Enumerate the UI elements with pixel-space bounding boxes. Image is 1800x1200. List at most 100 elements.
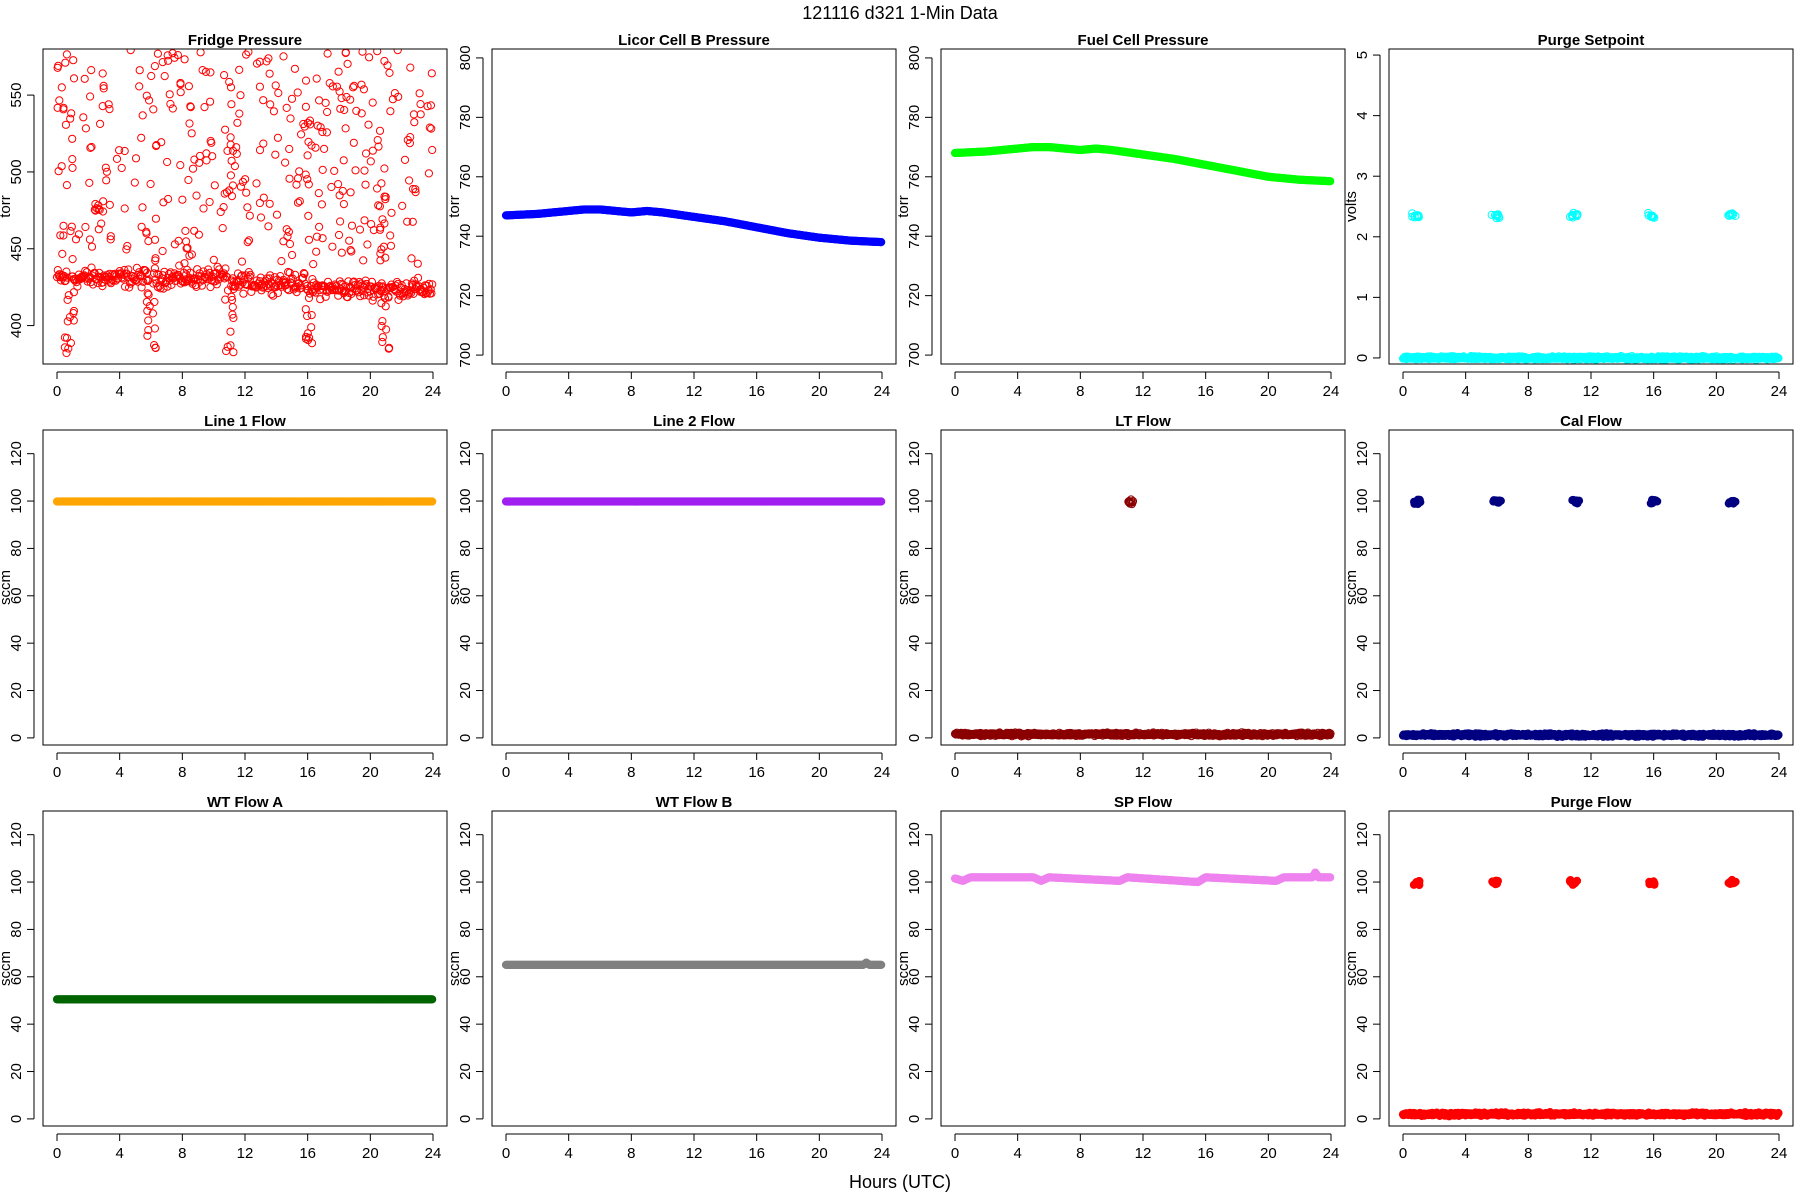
x-tick-label: 12 — [1135, 383, 1152, 400]
data-point — [427, 289, 436, 298]
data-point — [345, 236, 354, 245]
data-point — [378, 215, 387, 224]
data-point — [144, 290, 153, 299]
data-point — [264, 279, 273, 288]
y-axis-label: sccm — [0, 570, 14, 605]
x-tick-label: 12 — [1135, 764, 1152, 781]
data-point — [97, 219, 106, 228]
data-point — [408, 184, 418, 194]
data-point — [99, 84, 108, 93]
data-point — [149, 105, 158, 114]
y-tick-label: 800 — [457, 45, 474, 70]
data-point — [53, 103, 62, 112]
x-tick-label: 8 — [1076, 383, 1084, 400]
data-point — [255, 198, 264, 208]
y-axis-label: sccm — [446, 570, 463, 605]
data-point — [151, 254, 160, 263]
data-point — [238, 177, 247, 186]
data-point — [361, 276, 370, 285]
data-point — [239, 289, 248, 298]
data-point — [365, 53, 374, 62]
y-tick-label: 100 — [906, 489, 923, 514]
data-point — [301, 170, 310, 179]
x-tick-label: 24 — [425, 383, 442, 400]
data-point — [176, 161, 185, 170]
data-point — [301, 102, 310, 111]
data-point — [160, 72, 169, 81]
data-point — [95, 268, 104, 277]
x-tick-label: 0 — [53, 764, 61, 781]
data-point — [180, 55, 189, 64]
data-point — [303, 151, 312, 160]
data-point — [377, 299, 386, 308]
data-point — [172, 273, 181, 282]
data-point — [415, 89, 424, 98]
y-tick-label: 100 — [8, 489, 25, 514]
data-point — [120, 204, 129, 213]
data-point — [252, 179, 261, 188]
data-point — [202, 149, 211, 158]
x-tick-label: 8 — [178, 383, 186, 400]
y-tick-label: 80 — [457, 540, 474, 557]
data-point — [273, 133, 282, 142]
data-point — [199, 204, 208, 213]
data-point — [138, 203, 147, 212]
data-point — [56, 231, 65, 240]
panel-title: Purge Setpoint — [1538, 32, 1645, 49]
data-point — [86, 92, 95, 101]
data-point — [312, 232, 322, 241]
data-point — [301, 305, 310, 314]
data-point — [302, 285, 311, 294]
data-point — [339, 156, 348, 165]
data-point — [143, 289, 152, 298]
x-tick-label: 20 — [1260, 764, 1277, 781]
data-point — [144, 316, 153, 325]
data-point — [352, 106, 361, 116]
data-point — [1644, 211, 1653, 220]
data-point — [1412, 211, 1422, 220]
data-point — [99, 81, 108, 91]
data-point — [168, 49, 177, 58]
data-point — [347, 247, 356, 256]
data-point — [228, 303, 237, 312]
data-point — [164, 194, 173, 204]
data-points — [950, 143, 1335, 186]
data-point — [182, 244, 191, 253]
data-point — [229, 313, 238, 323]
x-tick-label: 0 — [1399, 383, 1407, 400]
data-point — [388, 95, 397, 104]
data-point — [226, 133, 235, 142]
data-point — [158, 58, 167, 67]
data-point — [243, 238, 252, 247]
data-point — [377, 285, 386, 294]
data-point — [98, 282, 107, 291]
data-point — [307, 311, 316, 320]
data-point — [196, 49, 205, 57]
y-tick-label: 780 — [457, 105, 474, 130]
data-point — [877, 497, 886, 506]
data-point — [269, 291, 278, 300]
y-tick-label: 20 — [906, 682, 923, 699]
data-point — [307, 141, 316, 150]
data-point — [227, 156, 236, 165]
data-point — [228, 181, 237, 190]
data-point — [54, 167, 63, 176]
data-point — [403, 135, 412, 145]
y-tick-label: 40 — [457, 635, 474, 652]
data-point — [282, 103, 291, 113]
data-point — [175, 261, 184, 270]
y-tick-label: 760 — [906, 164, 923, 189]
y-tick-label: 2 — [1354, 233, 1371, 241]
data-point — [334, 67, 343, 76]
data-point — [226, 83, 236, 92]
data-point — [413, 259, 422, 268]
data-points — [1398, 495, 1783, 742]
x-tick-label: 0 — [951, 764, 959, 781]
data-point — [406, 63, 415, 72]
data-point — [343, 59, 352, 69]
data-point — [153, 49, 162, 58]
data-point — [256, 213, 266, 222]
data-point — [227, 192, 237, 201]
data-point — [69, 316, 78, 325]
